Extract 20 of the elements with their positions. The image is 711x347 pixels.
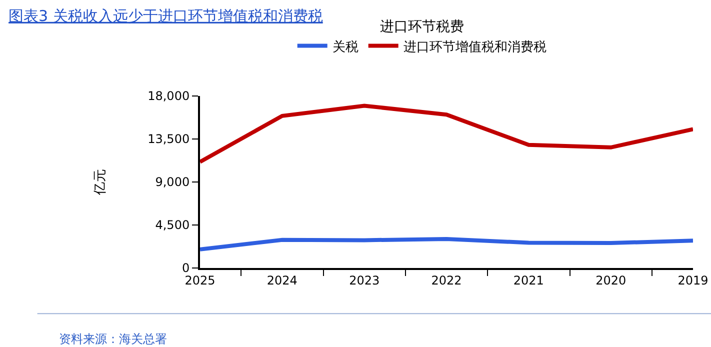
legend-label: 进口环节增值税和消费税 [403, 40, 546, 55]
y-tick-label: 0 [182, 261, 190, 276]
line-series [200, 236, 693, 252]
y-tick-label: 9,000 [155, 175, 190, 190]
text: 资料来源：海关总署 [59, 332, 167, 346]
x-tick-label: 2022 [431, 273, 462, 288]
legend-title: 进口环节税费 [380, 18, 464, 35]
x-tick-label: 2025 [184, 273, 216, 288]
line-series [200, 104, 693, 164]
y-axis-title: 亿元 [93, 169, 108, 196]
x-tick-label: 2019 [678, 273, 708, 288]
y-tick-label: 18,000 [148, 89, 190, 104]
x-tick-label: 2024 [266, 273, 298, 288]
y-tick-label: 4,500 [155, 218, 190, 232]
x-tick-label: 2023 [349, 273, 380, 288]
x-tick-label: 2021 [513, 273, 544, 288]
x-tick-label: 2020 [596, 273, 626, 288]
y-tick-label: 13,500 [148, 132, 190, 146]
legend-label: 关税 [332, 40, 358, 55]
chart-title: 图表3 关税收入远少于进口环节增值税和消费税 [8, 6, 323, 25]
